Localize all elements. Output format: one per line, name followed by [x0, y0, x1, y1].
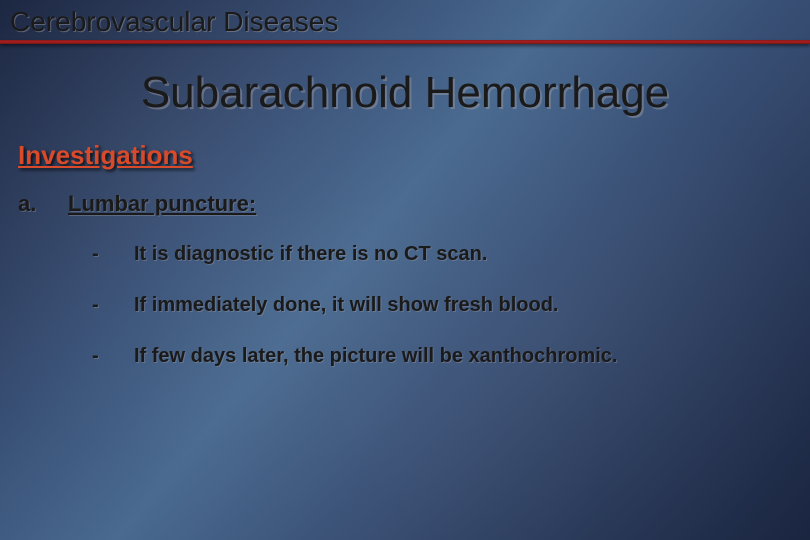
- bullet-marker: -: [92, 294, 106, 317]
- list-marker: a.: [18, 191, 44, 217]
- bullet-item: - If few days later, the picture will be…: [92, 345, 810, 368]
- bullet-text: It is diagnostic if there is no CT scan.: [134, 243, 487, 266]
- slide-title: Subarachnoid Hemorrhage: [0, 68, 810, 118]
- bullet-text: If few days later, the picture will be x…: [134, 345, 617, 368]
- bullet-item: - It is diagnostic if there is no CT sca…: [92, 243, 810, 266]
- bullet-item: - If immediately done, it will show fres…: [92, 294, 810, 317]
- title-container: Subarachnoid Hemorrhage: [0, 44, 810, 118]
- category-label: Cerebrovascular Diseases: [10, 6, 810, 38]
- slide-header: Cerebrovascular Diseases: [0, 0, 810, 38]
- bullet-marker: -: [92, 243, 106, 266]
- list-label: Lumbar puncture:: [68, 191, 256, 217]
- section-heading: Investigations: [0, 118, 810, 171]
- bullet-list: - It is diagnostic if there is no CT sca…: [0, 217, 810, 368]
- list-item-a: a. Lumbar puncture:: [0, 171, 810, 217]
- slide-content: Cerebrovascular Diseases Subarachnoid He…: [0, 0, 810, 368]
- bullet-text: If immediately done, it will show fresh …: [134, 294, 559, 317]
- bullet-marker: -: [92, 345, 106, 368]
